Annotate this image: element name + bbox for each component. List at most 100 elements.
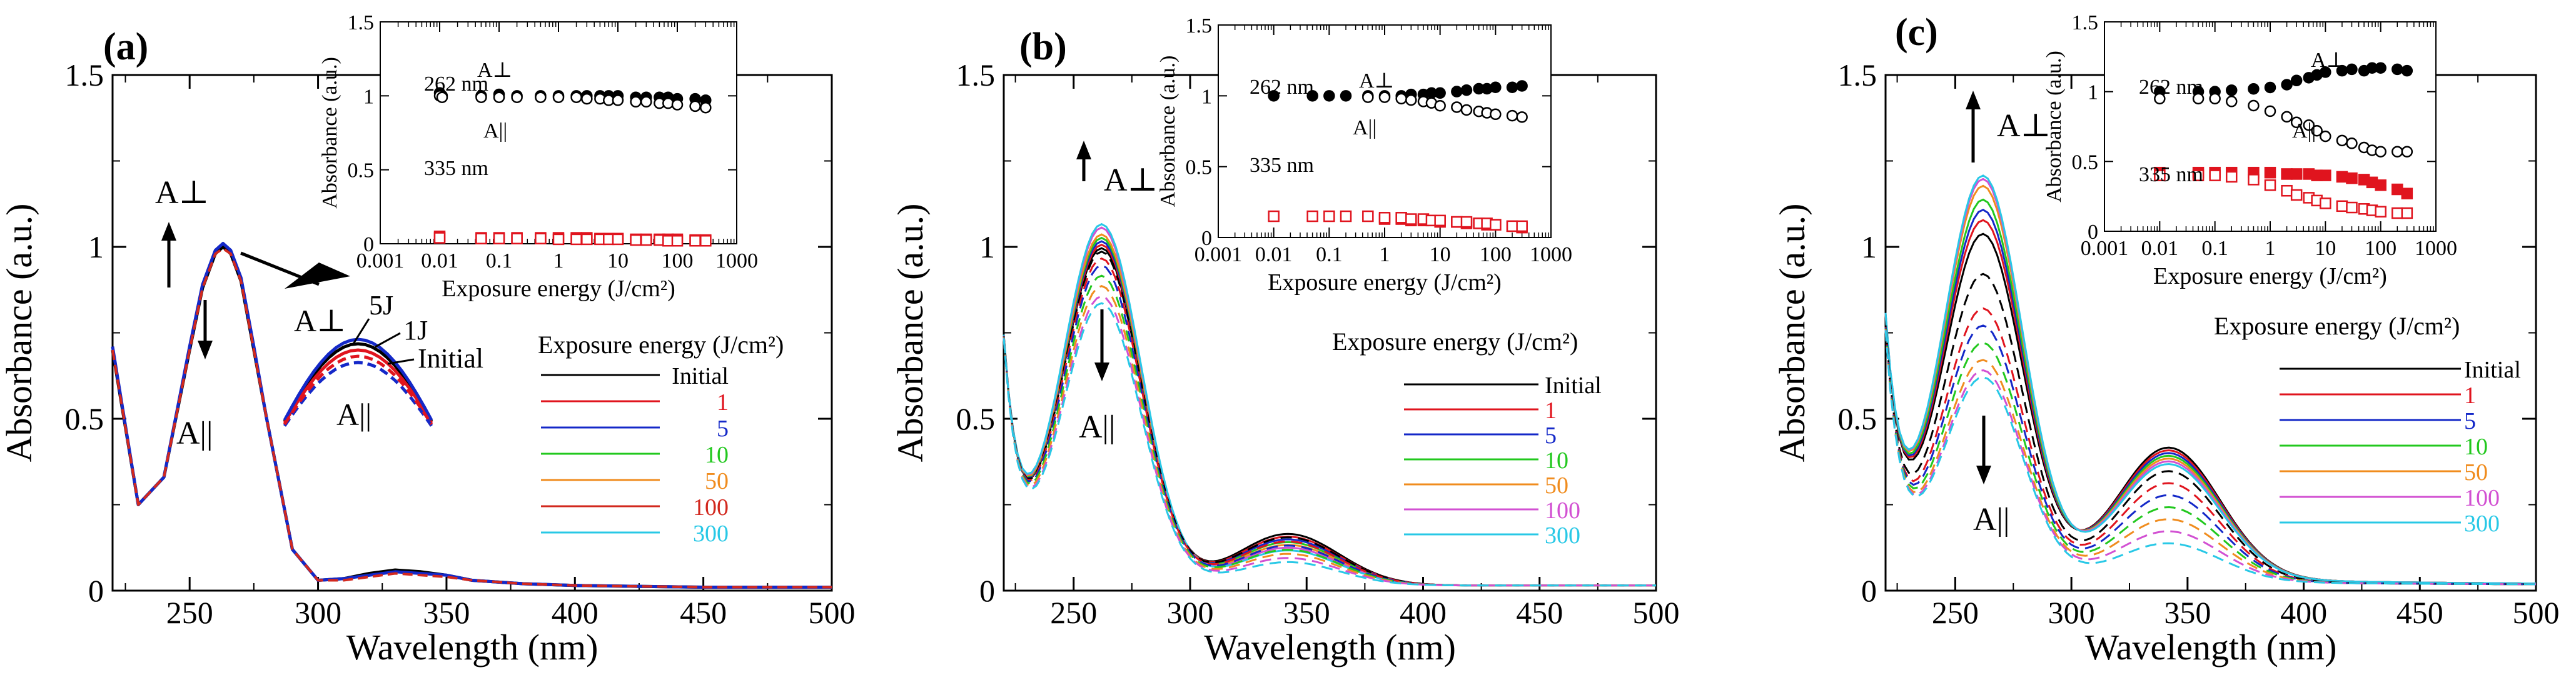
inset-x-title: Exposure energy (J/cm²) <box>2153 263 2387 289</box>
legend-label: 300 <box>693 521 729 547</box>
inset-marker <box>2281 79 2293 91</box>
inset-marker <box>1434 214 1446 227</box>
x-tick-label: 300 <box>1167 595 1214 630</box>
inset-marker <box>2320 130 2331 142</box>
inset-x-tick-label: 10 <box>2315 237 2336 260</box>
inset-chart: 0.001 0.01 0.1 1 10 100 1000 0 0.5 1 1.5 Exposure e… <box>2043 11 2457 289</box>
inset-marker <box>570 91 582 103</box>
inset-marker <box>2281 168 2293 180</box>
inset-marker <box>581 92 593 105</box>
zoom-5j-label: 5J <box>369 290 393 321</box>
inset-marker <box>1490 219 1502 231</box>
inset-y-tick-label: 1 <box>2088 81 2098 104</box>
legend-label: 5 <box>717 416 729 442</box>
inset-x-tick-label: 1 <box>553 249 564 272</box>
inset-marker <box>1460 84 1473 96</box>
inset-marker <box>493 91 505 103</box>
inset-x-tick-label: 0.001 <box>356 249 405 272</box>
legend-label: 10 <box>705 442 729 468</box>
zoom-perp-label: A⊥ <box>294 303 346 338</box>
par-arrow-head <box>198 341 213 359</box>
inset-marker <box>1506 109 1518 122</box>
legend: Exposure energy (J/cm²)Initial1510501003… <box>538 331 784 547</box>
zoom-curve <box>283 361 433 427</box>
inset-marker <box>612 233 624 246</box>
inset-marker <box>570 233 582 246</box>
inset-marker <box>2303 119 2315 131</box>
inset-335-label: 335 nm <box>2139 163 2203 186</box>
inset-marker <box>2290 189 2303 201</box>
inset-335-label: 335 nm <box>424 157 488 180</box>
inset-marker <box>2375 206 2387 218</box>
inset-marker <box>2290 116 2303 129</box>
inset-marker <box>2209 169 2221 181</box>
x-axis-title: Wavelength (nm) <box>2085 627 2337 668</box>
inset-marker <box>1434 87 1446 99</box>
legend-label: Initial <box>1545 372 1602 399</box>
inset-y-title: Absorbance (a.u.) <box>1156 56 1179 208</box>
inset-marker <box>2336 171 2348 183</box>
x-tick-label: 450 <box>680 595 727 630</box>
inset-marker <box>1506 220 1518 232</box>
inset-marker <box>535 232 547 244</box>
inset-y-tick-label: 0.5 <box>1186 156 1213 179</box>
legend-label: 100 <box>693 494 729 521</box>
inset-marker <box>1451 101 1463 113</box>
inset-marker <box>2209 92 2221 105</box>
inset-par-label: A|| <box>483 119 507 142</box>
inset-marker <box>2320 198 2331 209</box>
inset-x-tick-label: 0.001 <box>1195 243 1243 266</box>
inset-frame <box>1218 24 1552 238</box>
legend-label: 5 <box>1545 422 1557 449</box>
inset-marker <box>433 232 446 244</box>
inset-x-tick-label: 0.01 <box>2141 237 2179 260</box>
inset-marker <box>2264 105 2276 118</box>
inset-y-title: Absorbance (a.u.) <box>318 57 341 209</box>
spectrum-par-line <box>1003 250 1656 587</box>
inset-marker <box>1268 90 1280 102</box>
y-tick-label: 1.5 <box>956 58 996 92</box>
inset-marker <box>2375 62 2387 74</box>
inset-marker <box>630 96 642 108</box>
spectra-group <box>1003 222 1656 587</box>
inset-marker <box>640 96 652 108</box>
inset-marker <box>2281 111 2293 123</box>
inset-marker <box>1362 91 1374 103</box>
x-tick-label: 350 <box>2164 595 2211 630</box>
inset-y-tick-label: 0 <box>363 233 374 256</box>
y-tick-label: 0.5 <box>956 401 996 436</box>
inset-marker <box>630 234 642 246</box>
x-tick-label: 500 <box>809 595 856 630</box>
par-label: A|| <box>1079 409 1115 445</box>
inset-x-tick-label: 10 <box>1430 243 1451 266</box>
inset-marker <box>1460 104 1473 116</box>
y-tick-label: 0 <box>1861 573 1877 608</box>
inset-marker <box>552 91 565 103</box>
inset-marker <box>1490 81 1502 93</box>
inset-marker <box>671 235 684 247</box>
inset-x-tick-label: 1000 <box>2415 237 2457 260</box>
y-tick-label: 0.5 <box>65 401 104 436</box>
x-axis-title: Wavelength (nm) <box>1204 627 1456 668</box>
zoom-curve <box>283 354 433 426</box>
legend-label: 10 <box>1545 448 1568 474</box>
inset-x-title: Exposure energy (J/cm²) <box>442 276 675 302</box>
x-axis-title: Wavelength (nm) <box>346 627 599 668</box>
inset-marker <box>612 94 624 106</box>
inset-series <box>2154 92 2413 158</box>
zoom-par-label: A|| <box>336 397 371 432</box>
y-axis-title: Absorbance (a.u.) <box>1772 204 1812 462</box>
inset-x-tick-label: 100 <box>662 249 694 272</box>
legend: Exposure energy (J/cm²)Initial1510501003… <box>2214 312 2521 537</box>
inset-x-tick-label: 0.01 <box>421 249 458 272</box>
legend-label: 50 <box>2464 459 2488 486</box>
inset-marker <box>2248 174 2260 186</box>
inset-y-tick-label: 0 <box>2088 221 2098 244</box>
inset-marker <box>2320 66 2331 78</box>
spectrum-par-line <box>1884 272 2537 586</box>
legend-label: 1 <box>2464 382 2476 409</box>
perp-label: A⊥ <box>1997 108 2051 144</box>
legend-label: 50 <box>1545 472 1568 499</box>
